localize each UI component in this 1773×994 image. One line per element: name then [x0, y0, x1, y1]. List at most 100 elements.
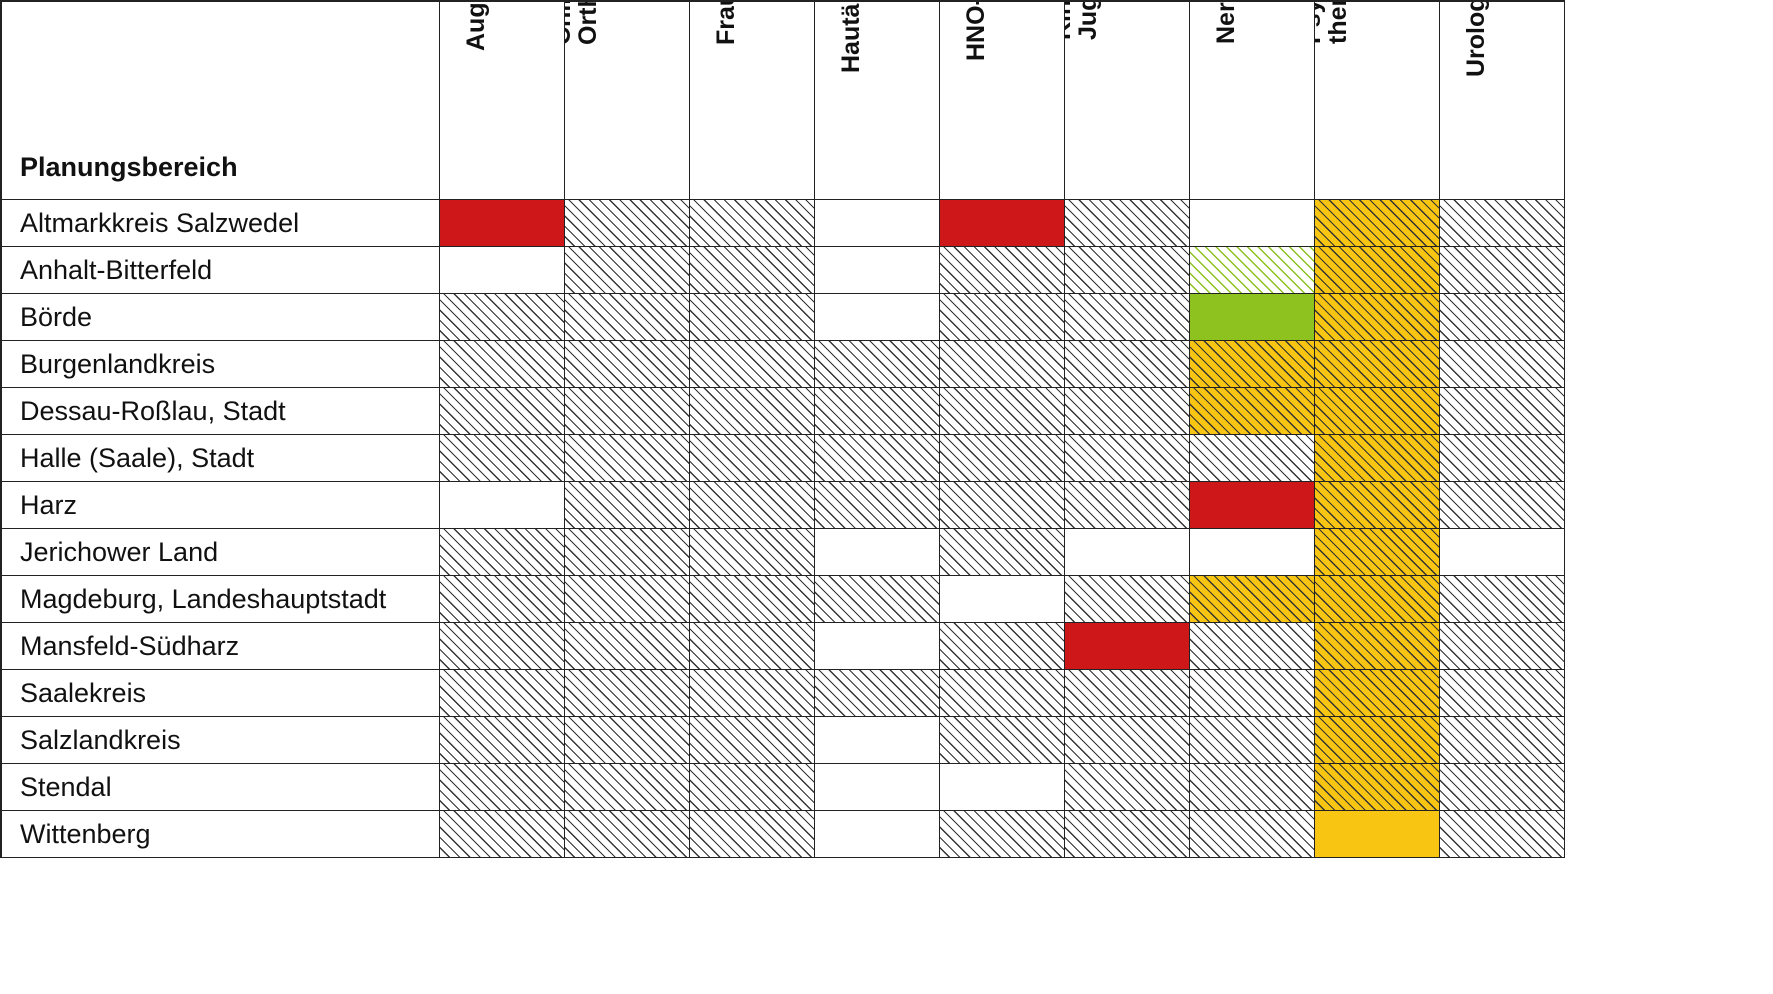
status-cell [1315, 670, 1440, 717]
status-cell [940, 529, 1065, 576]
status-cell [1190, 623, 1315, 670]
row-label: Börde [2, 294, 440, 341]
status-cell [690, 623, 815, 670]
status-cell [1315, 529, 1440, 576]
status-cell [1065, 670, 1190, 717]
status-cell [1315, 717, 1440, 764]
column-header: Hautärzte [815, 2, 940, 200]
status-cell [1065, 294, 1190, 341]
status-cell [690, 294, 815, 341]
status-cell [1065, 623, 1190, 670]
status-cell [565, 576, 690, 623]
status-cell [1190, 435, 1315, 482]
status-cell [940, 294, 1065, 341]
status-cell [1440, 247, 1565, 294]
status-cell [1315, 388, 1440, 435]
status-cell [815, 529, 940, 576]
status-cell [1190, 764, 1315, 811]
column-header: Nervenärzte [1190, 2, 1315, 200]
row-label: Stendal [2, 764, 440, 811]
status-cell [1315, 200, 1440, 247]
column-header: Augenärzte [440, 2, 565, 200]
status-cell [1065, 435, 1190, 482]
status-cell [1440, 670, 1565, 717]
status-cell [1190, 576, 1315, 623]
status-cell [1440, 576, 1565, 623]
status-cell [1315, 435, 1440, 482]
status-cell [815, 717, 940, 764]
status-cell [565, 294, 690, 341]
status-cell [440, 811, 565, 858]
status-cell [1065, 247, 1190, 294]
status-cell [940, 388, 1065, 435]
status-cell [565, 670, 690, 717]
status-cell [815, 670, 940, 717]
status-cell [440, 529, 565, 576]
status-cell [1315, 576, 1440, 623]
column-header-label: Chirurgen/ Orthopäden [565, 2, 602, 45]
status-cell [815, 435, 940, 482]
status-cell [1065, 529, 1190, 576]
status-cell [1190, 294, 1315, 341]
status-cell [565, 435, 690, 482]
column-header: Urologen [1440, 2, 1565, 200]
status-cell [440, 435, 565, 482]
status-cell [565, 529, 690, 576]
column-header-label: Nervenärzte [1212, 2, 1240, 44]
row-label: Magdeburg, Landeshauptstadt [2, 576, 440, 623]
status-cell [940, 576, 1065, 623]
status-cell [1065, 764, 1190, 811]
status-cell [1315, 247, 1440, 294]
header-planungsbereich: Planungsbereich [2, 2, 440, 200]
status-cell [1315, 294, 1440, 341]
row-label: Altmarkkreis Salzwedel [2, 200, 440, 247]
status-cell [565, 811, 690, 858]
status-cell [1440, 764, 1565, 811]
status-cell [1440, 435, 1565, 482]
status-cell [815, 764, 940, 811]
status-cell [690, 670, 815, 717]
status-cell [1190, 200, 1315, 247]
status-cell [440, 247, 565, 294]
status-cell [940, 435, 1065, 482]
status-cell [940, 670, 1065, 717]
column-header-label: Psycho- therapeuten [1315, 2, 1352, 44]
status-cell [565, 764, 690, 811]
status-cell [440, 623, 565, 670]
status-cell [440, 200, 565, 247]
status-cell [1065, 576, 1190, 623]
status-cell [565, 623, 690, 670]
status-cell [690, 200, 815, 247]
status-cell [815, 200, 940, 247]
status-cell [940, 717, 1065, 764]
status-cell [1315, 764, 1440, 811]
status-cell [440, 388, 565, 435]
status-cell [565, 717, 690, 764]
status-cell [1190, 717, 1315, 764]
status-cell [440, 482, 565, 529]
status-cell [690, 764, 815, 811]
row-label: Wittenberg [2, 811, 440, 858]
status-cell [1440, 811, 1565, 858]
status-cell [1190, 811, 1315, 858]
column-header: HNO-Ärzte [940, 2, 1065, 200]
status-cell [690, 482, 815, 529]
status-cell [1190, 529, 1315, 576]
status-cell [1190, 482, 1315, 529]
status-cell [440, 341, 565, 388]
status-cell [690, 811, 815, 858]
status-cell [1315, 623, 1440, 670]
column-header-label: Frauenärzte [712, 2, 740, 45]
status-cell [1065, 341, 1190, 388]
status-cell [940, 341, 1065, 388]
status-cell [565, 388, 690, 435]
status-cell [1315, 482, 1440, 529]
status-cell [1315, 341, 1440, 388]
status-cell [565, 341, 690, 388]
column-header-label: Urologen [1462, 2, 1490, 78]
status-cell [1440, 717, 1565, 764]
row-label: Burgenlandkreis [2, 341, 440, 388]
column-header-label: HNO-Ärzte [962, 2, 990, 61]
status-cell [440, 576, 565, 623]
status-cell [1440, 294, 1565, 341]
